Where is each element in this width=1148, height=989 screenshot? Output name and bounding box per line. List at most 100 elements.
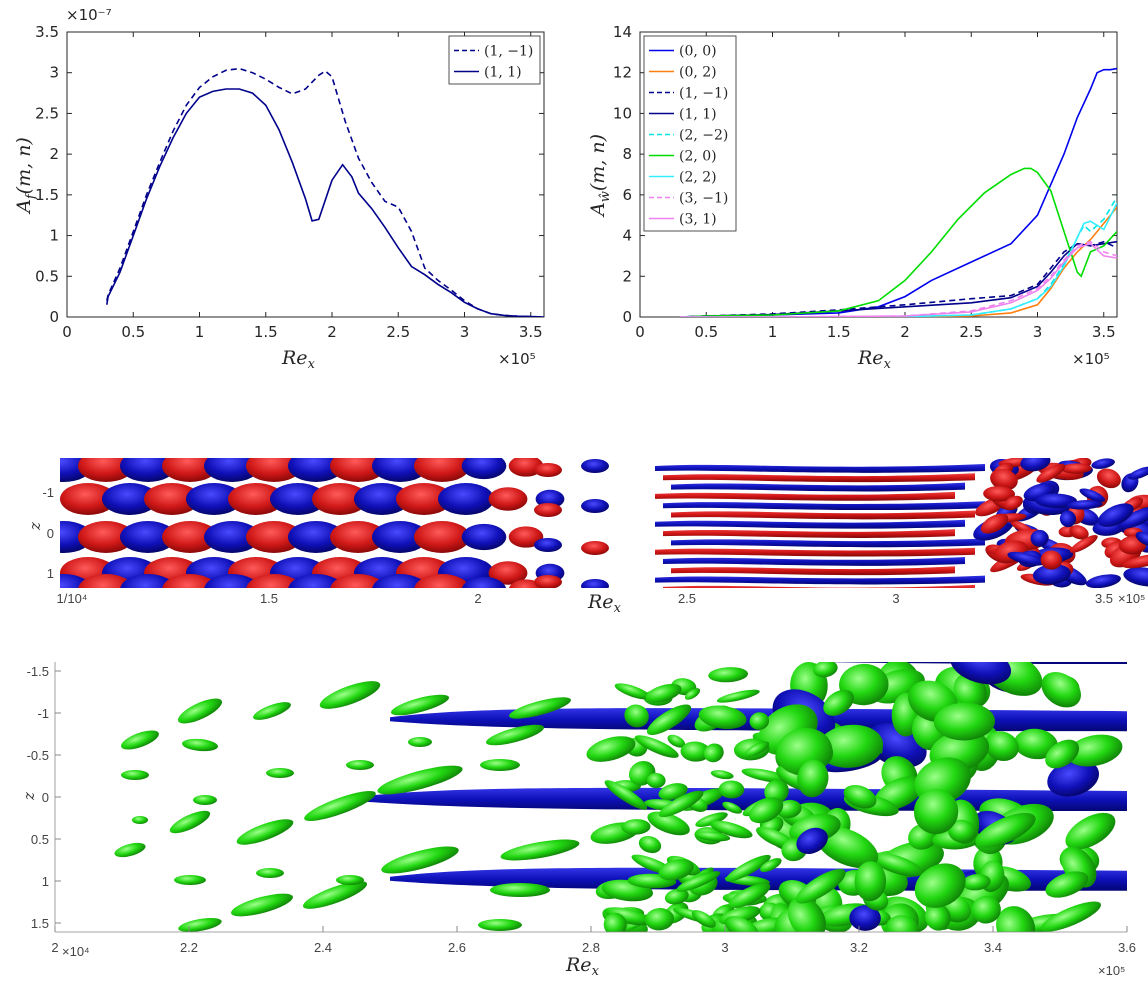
- isosurface-blob: [885, 915, 918, 932]
- chart3-ytick-label: 0: [47, 526, 54, 541]
- isosurface-streak: [655, 519, 965, 529]
- isosurface-blob: [1128, 466, 1148, 480]
- chart2-ytick-label: 14: [613, 23, 632, 41]
- chart1-xtick-label: 2: [327, 323, 337, 341]
- chart4-y-label: z: [20, 792, 38, 801]
- isosurface-blob: [461, 576, 507, 588]
- isosurface-blob: [813, 662, 838, 678]
- isosurface-blob: [256, 868, 284, 878]
- isosurface-blob: [236, 819, 294, 845]
- isosurface-blob: [414, 521, 470, 553]
- isosurface-blob: [177, 698, 223, 724]
- isosurface-blob: [390, 694, 450, 716]
- isosurface-blob: [787, 896, 826, 932]
- isosurface-blob: [1091, 458, 1115, 469]
- chart2-xtick-label: 1.5: [827, 323, 851, 341]
- chart4-xtick-suffix: ×10⁴: [62, 944, 90, 959]
- isosurface-blob: [710, 770, 734, 780]
- chart1-xtick-label: 0: [62, 323, 72, 341]
- isosurface-blob: [764, 779, 789, 804]
- isosurface-streak: [818, 662, 1127, 664]
- isosurface-blob: [246, 458, 302, 482]
- isosurface-blob: [933, 702, 995, 741]
- chart2-xtick-label: 2: [900, 323, 910, 341]
- isosurface-blob: [634, 735, 679, 758]
- isosurface-blob: [534, 503, 562, 517]
- chart2-legend-box: [643, 35, 737, 232]
- chart4-xtick-label: 2.6: [448, 940, 466, 955]
- isosurface-blob: [1004, 495, 1023, 510]
- chart3-xtick-label: 1/10⁴: [57, 591, 88, 606]
- chart2-ytick-label: 12: [613, 64, 632, 82]
- chart2-ytick-label: 0: [622, 308, 632, 326]
- chart4-xtick-label: 2.4: [314, 940, 332, 955]
- chart1-ytick-label: 3: [49, 64, 59, 82]
- isosurface-blob: [204, 521, 260, 553]
- chart1-panel: 0 0.5 1 1.5 2 2.5 3 3.5 0 0.5 1 1.5 2 2.5 3 3.5 ×10⁻⁷ ×…: [13, 6, 545, 372]
- isosurface-blob: [336, 875, 364, 885]
- chart2-legend-label: (1, 1): [679, 107, 717, 123]
- isosurface-blob: [586, 736, 636, 762]
- isosurface-blob: [480, 759, 520, 771]
- isosurface-blob: [708, 667, 749, 683]
- isosurface-blob: [849, 905, 881, 931]
- isosurface-blob: [1065, 812, 1116, 850]
- isosurface-streak: [671, 538, 985, 548]
- isosurface-blob: [667, 734, 686, 748]
- isosurface-blob: [270, 483, 326, 515]
- isosurface-blob: [162, 574, 218, 588]
- isosurface-blob: [990, 468, 1018, 491]
- isosurface-blob: [797, 759, 829, 798]
- isosurface-blob: [647, 811, 690, 836]
- isosurface-blob: [78, 458, 134, 482]
- chart1-xtick-label: 3.5: [519, 323, 543, 341]
- isosurface-streak: [663, 501, 985, 511]
- chart2-xtick-label: 1: [768, 323, 778, 341]
- isosurface-blob: [680, 741, 711, 762]
- isosurface-blob: [1085, 574, 1121, 588]
- isosurface-blob: [716, 689, 760, 703]
- isosurface-blob: [488, 561, 528, 585]
- isosurface-blob: [1096, 468, 1121, 489]
- isosurface-streak: [663, 473, 975, 483]
- isosurface-blob: [638, 835, 662, 854]
- isosurface-blob: [1007, 551, 1045, 566]
- isosurface-blob: [534, 575, 562, 588]
- isosurface-blob: [132, 816, 148, 824]
- chart2-xtick-label: 3.5: [1092, 323, 1116, 341]
- chart1-xtick-label: 0.5: [121, 323, 145, 341]
- isosurface-blob: [330, 458, 386, 482]
- chart4-ytick-label: -0.5: [27, 748, 49, 763]
- chart2-xtick-label: 3: [1033, 323, 1043, 341]
- isosurface-blob: [266, 768, 294, 778]
- isosurface-blob: [377, 765, 463, 795]
- chart4-ytick-label: 0.5: [31, 832, 49, 847]
- isosurface-blob: [1097, 503, 1134, 527]
- isosurface-blob: [1059, 510, 1077, 528]
- isosurface-blob: [1135, 531, 1148, 547]
- chart3-xtick-label: 3.5: [1095, 591, 1113, 606]
- isosurface-blob: [744, 741, 770, 757]
- chart1-ytick-label: 2.5: [35, 104, 59, 122]
- chart4-xtick-label: 2.2: [180, 940, 198, 955]
- isosurface-streak: [663, 584, 975, 588]
- isosurface-streak: [663, 529, 955, 538]
- isosurface-blob: [1066, 500, 1103, 510]
- chart4-ytick-label: -1: [37, 706, 49, 721]
- isosurface-blob: [694, 831, 731, 842]
- isosurface-blob: [1066, 734, 1123, 767]
- isosurface-blob: [114, 842, 146, 858]
- isosurface-blob: [962, 874, 991, 891]
- isosurface-blob: [1061, 463, 1092, 474]
- chart2-legend-label: (0, 0): [679, 44, 717, 60]
- isosurface-blob: [288, 574, 344, 588]
- isosurface-streak: [671, 510, 975, 520]
- chart2-legend-label: (3, −1): [679, 191, 728, 207]
- isosurface-blob: [500, 839, 580, 861]
- chart1-ytick-label: 0.5: [35, 267, 59, 285]
- isosurface-blob: [372, 458, 428, 482]
- chart2-y-label: Aŵ(m, n): [587, 134, 613, 218]
- chart1-ytick-label: 1: [49, 227, 59, 245]
- isosurface-blob: [288, 458, 344, 482]
- chart2-ytick-label: 6: [622, 186, 632, 204]
